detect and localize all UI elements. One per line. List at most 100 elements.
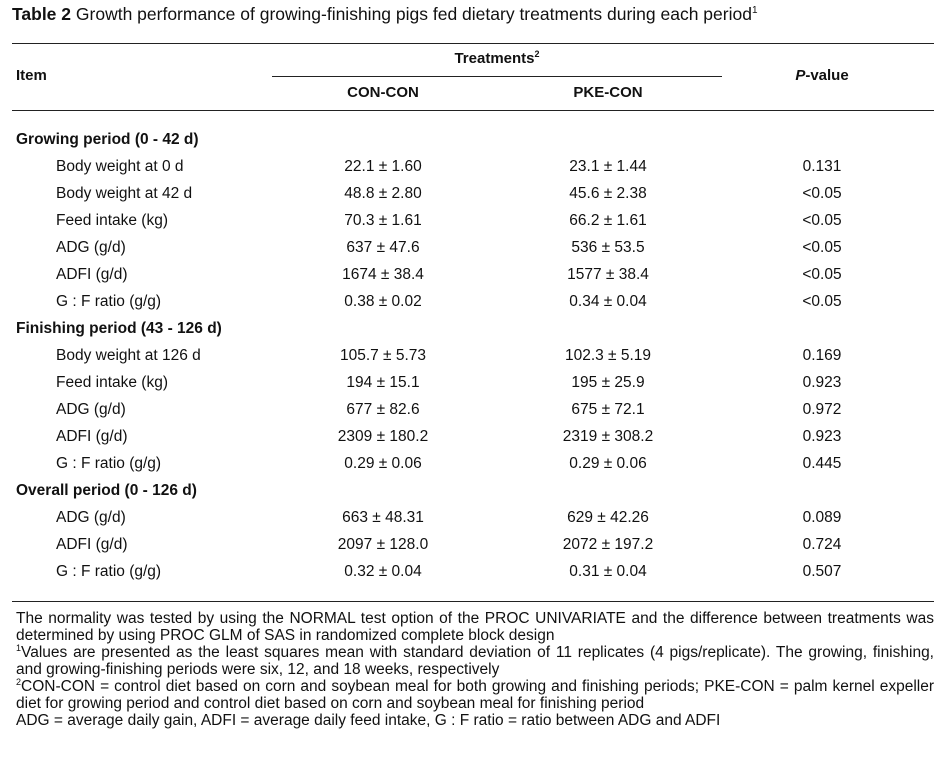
cell-con-con: 48.8 ± 2.80: [344, 185, 422, 202]
table-row: Body weight at 0 d 22.1 ± 1.60 23.1 ± 1.44…: [0, 154, 951, 181]
cell-con-con: 2097 ± 128.0: [337, 536, 429, 553]
cell-p-value: 0.923: [802, 374, 842, 391]
bottom-rule: [12, 601, 934, 602]
cell-p-value: 0.972: [802, 401, 842, 418]
footnote-2-text: CON-CON = control diet based on corn and…: [16, 678, 934, 712]
row-item: Body weight at 126 d: [56, 347, 201, 364]
section-title: Growing period (0 - 42 d): [16, 131, 199, 148]
note-general: The normality was tested by using the NO…: [16, 610, 934, 644]
footnote-2-mark: 2: [16, 676, 22, 687]
table-row: Body weight at 42 d 48.8 ± 2.80 45.6 ± 2.3…: [0, 181, 951, 208]
header-p-rest: -value: [805, 67, 849, 84]
section-title: Finishing period (43 - 126 d): [16, 320, 222, 337]
cell-p-value: <0.05: [802, 239, 842, 256]
cell-pke-con: 536 ± 53.5: [571, 239, 645, 256]
cell-pke-con: 1577 ± 38.4: [567, 266, 649, 283]
cell-con-con: 663 ± 48.31: [342, 509, 424, 526]
cell-p-value: <0.05: [802, 266, 842, 283]
row-item: ADG (g/d): [56, 239, 126, 256]
header-con-con: CON-CON: [347, 84, 419, 101]
caption-footnote-ref: 1: [751, 5, 758, 17]
row-item: ADFI (g/d): [56, 536, 128, 553]
cell-pke-con: 102.3 ± 5.19: [564, 347, 652, 364]
cell-pke-con: 0.29 ± 0.06: [569, 455, 647, 472]
cell-pke-con: 2319 ± 308.2: [562, 428, 654, 445]
header-treatments-label: Treatments: [454, 50, 535, 67]
row-item: G : F ratio (g/g): [56, 563, 162, 580]
table-row: Feed intake (kg) 194 ± 15.1 195 ± 25.9 0.92…: [0, 370, 951, 397]
cell-p-value: <0.05: [802, 185, 842, 202]
header-treatments-ref: 2: [534, 49, 540, 59]
header-p-value: P-value: [726, 67, 918, 84]
table-title: Growth performance of growing-finishing …: [75, 4, 752, 24]
table-row: ADG (g/d) 637 ± 47.6 536 ± 53.5 <0.05: [0, 235, 951, 262]
cell-p-value: 0.445: [802, 455, 842, 472]
footnote-1-mark: 1: [16, 642, 22, 653]
cell-con-con: 0.32 ± 0.04: [344, 563, 422, 580]
table-row: ADG (g/d) 663 ± 48.31 629 ± 42.26 0.089: [0, 505, 951, 532]
table-label: Table 2: [12, 4, 72, 24]
table-row: ADFI (g/d) 2097 ± 128.0 2072 ± 197.2 0.724: [0, 532, 951, 559]
cell-pke-con: 23.1 ± 1.44: [569, 158, 647, 175]
row-item: ADFI (g/d): [56, 266, 128, 283]
footnote-1-text: Values are presented as the least square…: [16, 644, 934, 678]
row-item: G : F ratio (g/g): [56, 455, 162, 472]
cell-con-con: 677 ± 82.6: [346, 401, 420, 418]
table-notes: The normality was tested by using the NO…: [16, 610, 934, 729]
cell-con-con: 70.3 ± 1.61: [344, 212, 422, 229]
table-row: ADG (g/d) 677 ± 82.6 675 ± 72.1 0.972: [0, 397, 951, 424]
table-row: G : F ratio (g/g) 0.38 ± 0.02 0.34 ± 0.04 <…: [0, 289, 951, 316]
cell-con-con: 22.1 ± 1.60: [344, 158, 422, 175]
cell-pke-con: 675 ± 72.1: [571, 401, 645, 418]
footnote-2: 2CON-CON = control diet based on corn an…: [16, 676, 934, 712]
cell-p-value: <0.05: [802, 293, 842, 310]
cell-p-value: 0.089: [802, 509, 842, 526]
cell-p-value: <0.05: [802, 212, 842, 229]
section-row: Finishing period (43 - 126 d): [0, 316, 951, 343]
cell-con-con: 1674 ± 38.4: [342, 266, 424, 283]
cell-pke-con: 2072 ± 197.2: [562, 536, 654, 553]
cell-con-con: 105.7 ± 5.73: [339, 347, 427, 364]
row-item: G : F ratio (g/g): [56, 293, 162, 310]
section-row: Overall period (0 - 126 d): [0, 478, 951, 505]
header-pke-con: PKE-CON: [573, 84, 643, 101]
cell-con-con: 2309 ± 180.2: [337, 428, 429, 445]
treatments-rule: [272, 76, 722, 77]
header-item: Item: [16, 67, 47, 84]
row-item: Feed intake (kg): [56, 212, 168, 229]
note-abbreviations: ADG = average daily gain, ADFI = average…: [16, 712, 721, 729]
row-item: Feed intake (kg): [56, 374, 168, 391]
table-row: Body weight at 126 d 105.7 ± 5.73 102.3 ± …: [0, 343, 951, 370]
row-item: ADFI (g/d): [56, 428, 128, 445]
table-row: ADFI (g/d) 1674 ± 38.4 1577 ± 38.4 <0.05: [0, 262, 951, 289]
cell-pke-con: 45.6 ± 2.38: [569, 185, 647, 202]
cell-con-con: 0.29 ± 0.06: [344, 455, 422, 472]
table-row: ADFI (g/d) 2309 ± 180.2 2319 ± 308.2 0.923: [0, 424, 951, 451]
row-item: ADG (g/d): [56, 401, 126, 418]
header-treatments: Treatments2: [272, 49, 722, 68]
cell-p-value: 0.507: [802, 563, 842, 580]
cell-pke-con: 629 ± 42.26: [567, 509, 649, 526]
table-row: G : F ratio (g/g) 0.29 ± 0.06 0.29 ± 0.06 0…: [0, 451, 951, 478]
header-p-italic: P: [795, 67, 806, 84]
cell-con-con: 637 ± 47.6: [346, 239, 420, 256]
cell-p-value: 0.724: [802, 536, 842, 553]
cell-pke-con: 195 ± 25.9: [571, 374, 645, 391]
cell-p-value: 0.169: [802, 347, 842, 364]
footnote-1: 1Values are presented as the least squar…: [16, 642, 934, 678]
row-item: Body weight at 42 d: [56, 185, 193, 202]
cell-pke-con: 0.31 ± 0.04: [569, 563, 647, 580]
top-rule: [12, 43, 934, 44]
cell-pke-con: 0.34 ± 0.04: [569, 293, 647, 310]
row-item: Body weight at 0 d: [56, 158, 184, 175]
header-rule: [12, 110, 934, 111]
cell-p-value: 0.923: [802, 428, 842, 445]
cell-con-con: 194 ± 15.1: [346, 374, 420, 391]
cell-p-value: 0.131: [802, 158, 842, 175]
table-row: Feed intake (kg) 70.3 ± 1.61 66.2 ± 1.61 <0…: [0, 208, 951, 235]
section-title: Overall period (0 - 126 d): [16, 482, 197, 499]
table-row: G : F ratio (g/g) 0.32 ± 0.04 0.31 ± 0.04 0…: [0, 559, 951, 586]
cell-con-con: 0.38 ± 0.02: [344, 293, 422, 310]
cell-pke-con: 66.2 ± 1.61: [569, 212, 647, 229]
section-row: Growing period (0 - 42 d): [0, 127, 951, 154]
